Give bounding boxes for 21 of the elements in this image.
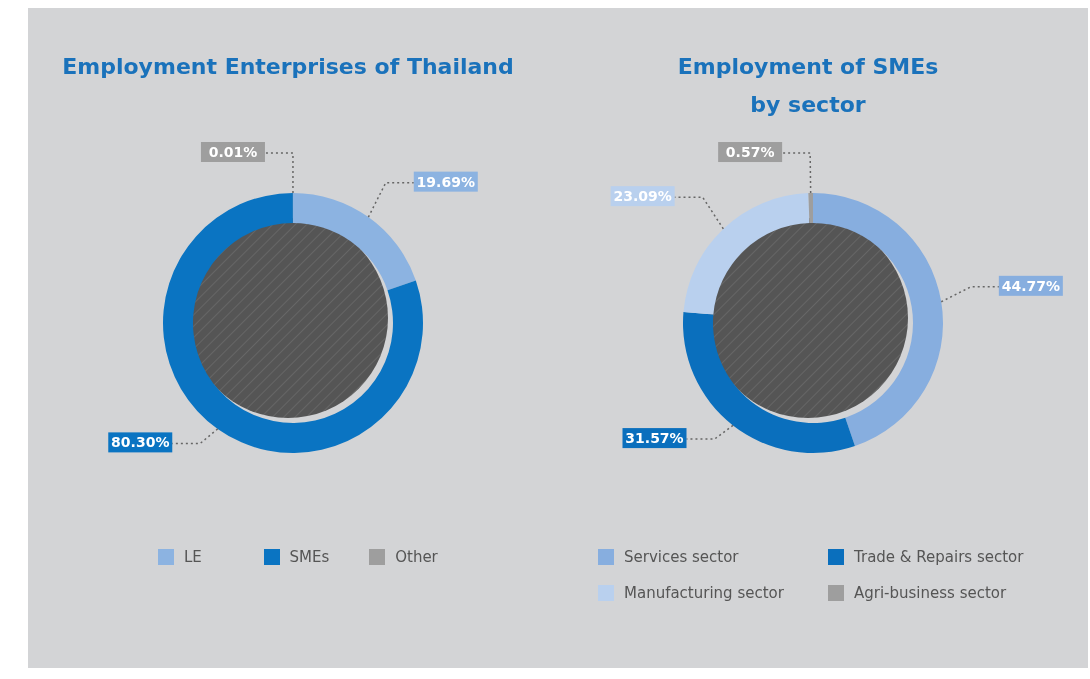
chart-title: Employment of SMEs by sector	[676, 53, 940, 119]
chart-title: Employment Enterprises of Thailand	[61, 53, 515, 81]
data-label: 23.09%	[613, 188, 672, 205]
legend-label: Agri-business sector	[854, 584, 1007, 602]
donut-slice	[293, 193, 416, 291]
data-label: 0.01%	[208, 144, 258, 160]
legend-label: LE	[184, 548, 202, 566]
data-label: 31.57%	[625, 430, 684, 447]
donut-slice	[683, 312, 855, 453]
data-label: 0.57%	[725, 144, 775, 161]
data-label: 19.69%	[416, 173, 475, 190]
legend-label: Manufacturing sector	[624, 584, 784, 602]
donut-slice	[813, 193, 943, 447]
data-label: 44.77%	[1001, 277, 1060, 294]
donut-slice	[808, 193, 813, 224]
legend-label: Services sector	[624, 548, 739, 566]
legend-label: Other	[395, 548, 438, 566]
legend-label: SMEs	[289, 548, 330, 566]
data-label: 80.30%	[111, 434, 170, 451]
legend-label: Trade & Repairs sector	[854, 548, 1024, 566]
donut-slice	[683, 193, 810, 315]
